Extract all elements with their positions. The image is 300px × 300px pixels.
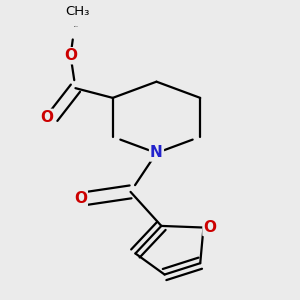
Text: O: O (203, 220, 217, 235)
Text: methyl: methyl (74, 25, 79, 27)
Text: O: O (64, 48, 77, 63)
Text: O: O (40, 110, 53, 125)
Text: N: N (150, 146, 163, 160)
Text: CH₃: CH₃ (65, 5, 89, 19)
Text: O: O (74, 191, 87, 206)
